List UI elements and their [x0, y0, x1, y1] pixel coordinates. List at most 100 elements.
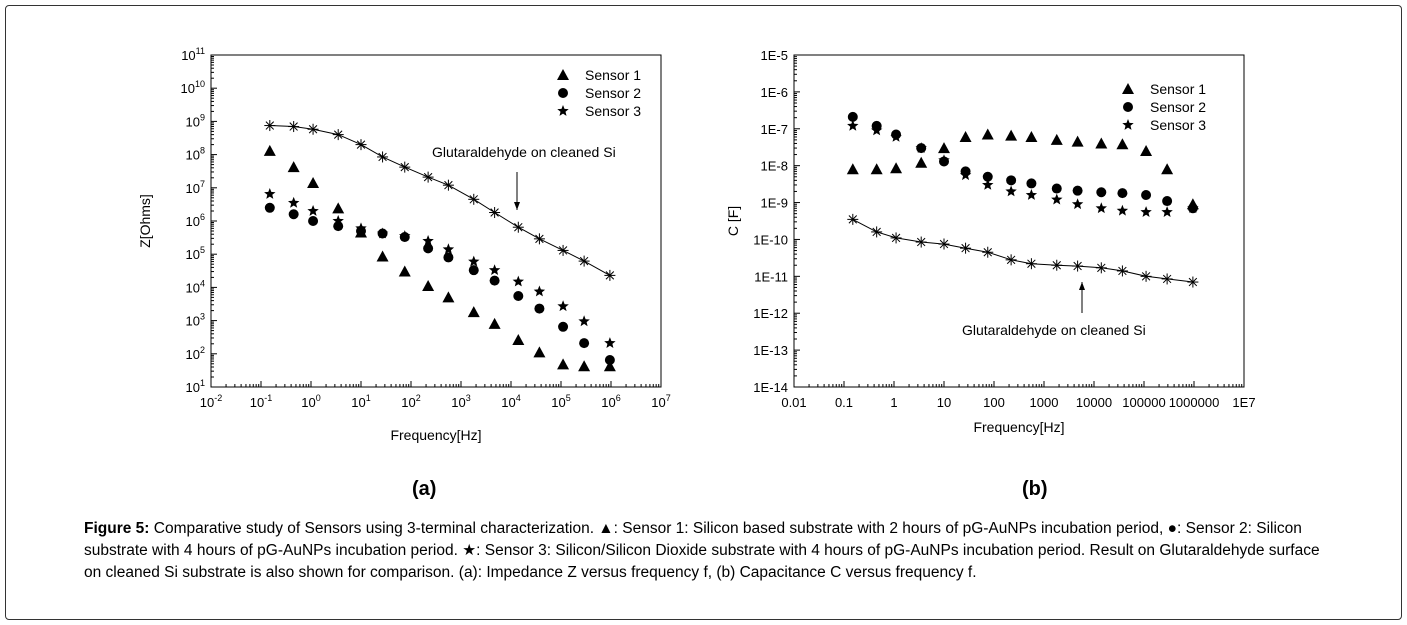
data-point [557, 358, 570, 370]
series-line [852, 218, 1193, 283]
figure-frame [5, 5, 1402, 620]
data-point [915, 156, 928, 168]
x-tick-exponent: -2 [214, 393, 222, 403]
x-tick-label: 1E7 [1232, 395, 1255, 410]
data-point-stroke [535, 234, 544, 244]
x-tick-label: 10-2 [200, 393, 222, 410]
data-point [442, 243, 455, 255]
capacitance-plot: 0.01 0.1 1 10 100 1000 10000 100000 1000000 1E7 1E… [725, 48, 1256, 435]
data-point [1140, 270, 1152, 282]
data-point [332, 202, 345, 214]
x-tick-label: 0.01 [781, 395, 806, 410]
legend-marker [1123, 102, 1133, 112]
annotation-text: Glutaraldehyde on cleaned Si [432, 144, 616, 160]
y-tick-label: 1E-14 [753, 380, 788, 395]
data-point [264, 188, 276, 199]
data-point-stroke [939, 239, 949, 249]
data-point [488, 317, 501, 329]
data-point [1051, 193, 1063, 205]
y-tick-exponent: 6 [200, 212, 205, 222]
data-point-stroke [579, 256, 589, 266]
data-point-stroke [469, 195, 479, 204]
data-point-stroke [289, 122, 298, 131]
legend: Sensor 1 Sensor 2 Sensor 3 [1122, 81, 1206, 133]
data-point [1095, 137, 1108, 149]
legend-entry: Sensor 3 [1150, 117, 1206, 133]
x-tick-label: 1 [890, 395, 897, 410]
y-tick-exponent: 4 [200, 278, 205, 288]
y-tick-exponent: 11 [196, 46, 205, 56]
data-point [982, 171, 993, 182]
x-tick-label: 10-1 [250, 393, 272, 410]
data-point [442, 179, 454, 191]
data-point [890, 162, 903, 174]
data-point [1162, 196, 1173, 207]
legend-entry: Sensor 1 [1150, 81, 1206, 97]
panel-label-b: (b) [1022, 478, 1048, 500]
data-point-stroke [1118, 266, 1127, 276]
annotation-arrowhead [514, 202, 520, 210]
data-point-stroke [378, 152, 387, 162]
data-point [960, 242, 972, 254]
caption-label: Figure 5: [84, 520, 150, 537]
data-point-stroke [1073, 261, 1082, 271]
data-point [890, 232, 902, 244]
data-point-stroke [1052, 260, 1062, 270]
panel-label-a: (a) [412, 478, 437, 500]
data-point [355, 222, 367, 234]
data-point [982, 246, 994, 258]
data-point [1187, 276, 1199, 288]
data-point [1187, 202, 1199, 214]
data-point [982, 179, 994, 190]
annotation-text: Glutaraldehyde on cleaned Si [962, 322, 1146, 338]
data-point-stroke [490, 208, 499, 217]
data-point [1071, 135, 1084, 147]
data-point [1141, 190, 1152, 201]
x-tick-label: 107 [651, 393, 670, 410]
series-glutaraldehyde [264, 120, 616, 281]
data-point [915, 142, 927, 153]
data-point [1005, 185, 1017, 197]
legend-marker [557, 69, 569, 80]
legend-entry: Sensor 2 [1150, 99, 1206, 115]
y-tick-label: 1E-5 [761, 48, 788, 63]
y-tick-label: 101 [186, 378, 205, 395]
data-point [1140, 144, 1153, 156]
data-point [959, 130, 972, 142]
legend-marker [1122, 119, 1134, 130]
data-point-stroke [1006, 255, 1016, 265]
data-point-stroke [872, 227, 881, 237]
data-point-stroke [356, 140, 366, 149]
x-tick-label: 100 [301, 393, 320, 410]
y-tick-label: 108 [186, 146, 205, 163]
data-point [376, 227, 389, 239]
x-tick-exponent: 2 [416, 393, 421, 403]
data-point [1025, 258, 1037, 270]
x-tick-exponent: 6 [616, 393, 621, 403]
data-point [579, 338, 590, 349]
data-point [578, 255, 590, 267]
y-tick-exponent: 9 [200, 112, 205, 122]
x-tick-exponent: 3 [466, 393, 471, 403]
y-tick-label: 1E-9 [761, 196, 788, 211]
data-point [264, 120, 276, 132]
data-point [488, 264, 501, 275]
data-point [1051, 183, 1062, 194]
x-tick-exponent: 5 [566, 393, 571, 403]
data-point [1096, 187, 1107, 198]
legend-entry: Sensor 3 [585, 103, 641, 119]
x-tick-label: 100000 [1122, 395, 1165, 410]
x-tick-label: 106 [601, 393, 620, 410]
series-glutaraldehyde [847, 213, 1199, 288]
y-axis-label: C [F] [725, 206, 741, 236]
data-point-stroke [514, 222, 523, 232]
data-point [1161, 163, 1174, 175]
y-axis-label: Z[Ohms] [137, 194, 153, 248]
data-point-stroke [1188, 277, 1198, 287]
data-point [332, 129, 344, 141]
data-point [308, 216, 319, 226]
y-tick-label: 1E-12 [753, 306, 788, 321]
x-tick-exponent: 4 [516, 393, 521, 403]
data-point [468, 265, 479, 276]
data-point-stroke [423, 172, 433, 182]
